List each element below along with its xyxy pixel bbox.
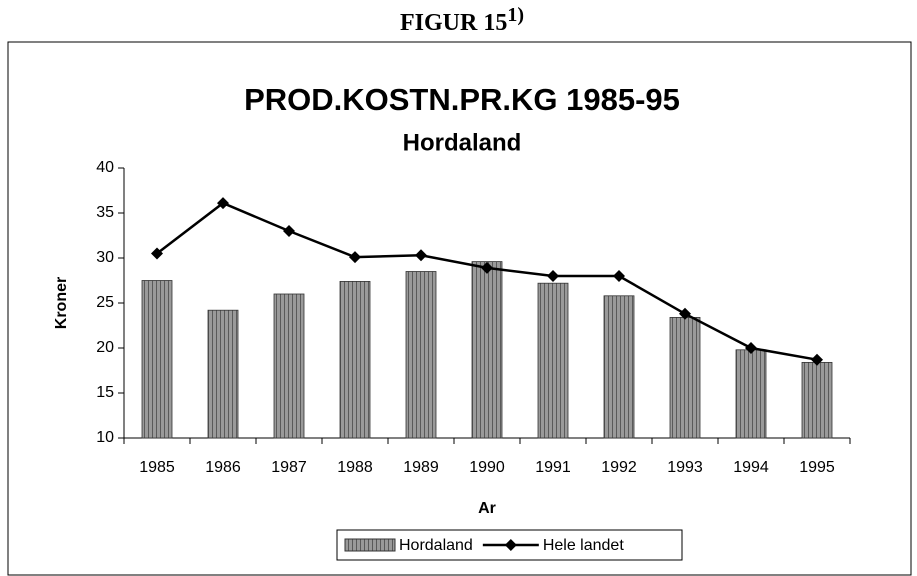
x-tick-label: 1989: [403, 459, 439, 476]
line-marker: [217, 197, 229, 210]
y-tick-label: 35: [96, 204, 114, 221]
chart-title: PROD.KOSTN.PR.KG 1985-95: [244, 82, 680, 117]
y-tick-label: 15: [96, 384, 114, 401]
legend-marker: [504, 539, 517, 551]
bar: [471, 261, 503, 439]
line-marker: [415, 249, 427, 262]
line-marker: [283, 225, 295, 237]
line-marker: [547, 270, 559, 282]
bar: [669, 316, 701, 439]
bar: [339, 280, 371, 439]
x-axis-label: Ar: [478, 500, 496, 517]
y-tick-label: 40: [96, 159, 114, 176]
x-tick-label: 1986: [205, 459, 241, 476]
x-tick-label: 1992: [601, 459, 637, 476]
x-tick-label: 1991: [535, 459, 571, 476]
bar: [801, 361, 833, 439]
line-marker: [481, 261, 493, 274]
chart-frame: [7, 41, 912, 576]
plot: 10 15 20 25 30 35 40 1985 1986 1987 1988 1989 1990 19…: [96, 159, 851, 561]
x-tick-label: 1987: [271, 459, 307, 476]
x-tick-label: 1995: [799, 459, 835, 476]
y-tick-label: 30: [96, 249, 114, 266]
line-marker: [349, 251, 361, 264]
y-tick-label: 10: [96, 429, 114, 446]
line-marker: [811, 353, 823, 366]
figure-label: FIGUR 15: [400, 10, 507, 36]
line-marker: [151, 247, 163, 260]
legend-swatch: [344, 538, 396, 552]
line-marker: [613, 270, 625, 282]
y-axis-label: Kroner: [53, 277, 70, 329]
bar: [273, 293, 305, 439]
bar: [405, 271, 437, 439]
figure-heading: FIGUR 151): [400, 4, 524, 36]
figure-note: 1): [507, 4, 524, 26]
x-tick-label: 1985: [139, 459, 175, 476]
chart-subtitle: Hordaland: [403, 129, 522, 156]
bar: [735, 349, 767, 439]
legend-label: Hele landet: [543, 537, 625, 554]
bar: [603, 295, 635, 439]
line-marker: [679, 307, 691, 320]
x-tick-label: 1994: [733, 459, 769, 476]
x-tick-label: 1993: [667, 459, 703, 476]
line-marker: [745, 342, 757, 354]
y-tick-label: 20: [96, 339, 114, 356]
x-tick-label: 1988: [337, 459, 373, 476]
y-tick-label: 25: [96, 294, 114, 311]
x-tick-label: 1990: [469, 459, 505, 476]
bar: [537, 282, 569, 439]
bar: [207, 309, 239, 439]
legend-label: Hordaland: [399, 537, 473, 554]
bar: [141, 280, 173, 439]
